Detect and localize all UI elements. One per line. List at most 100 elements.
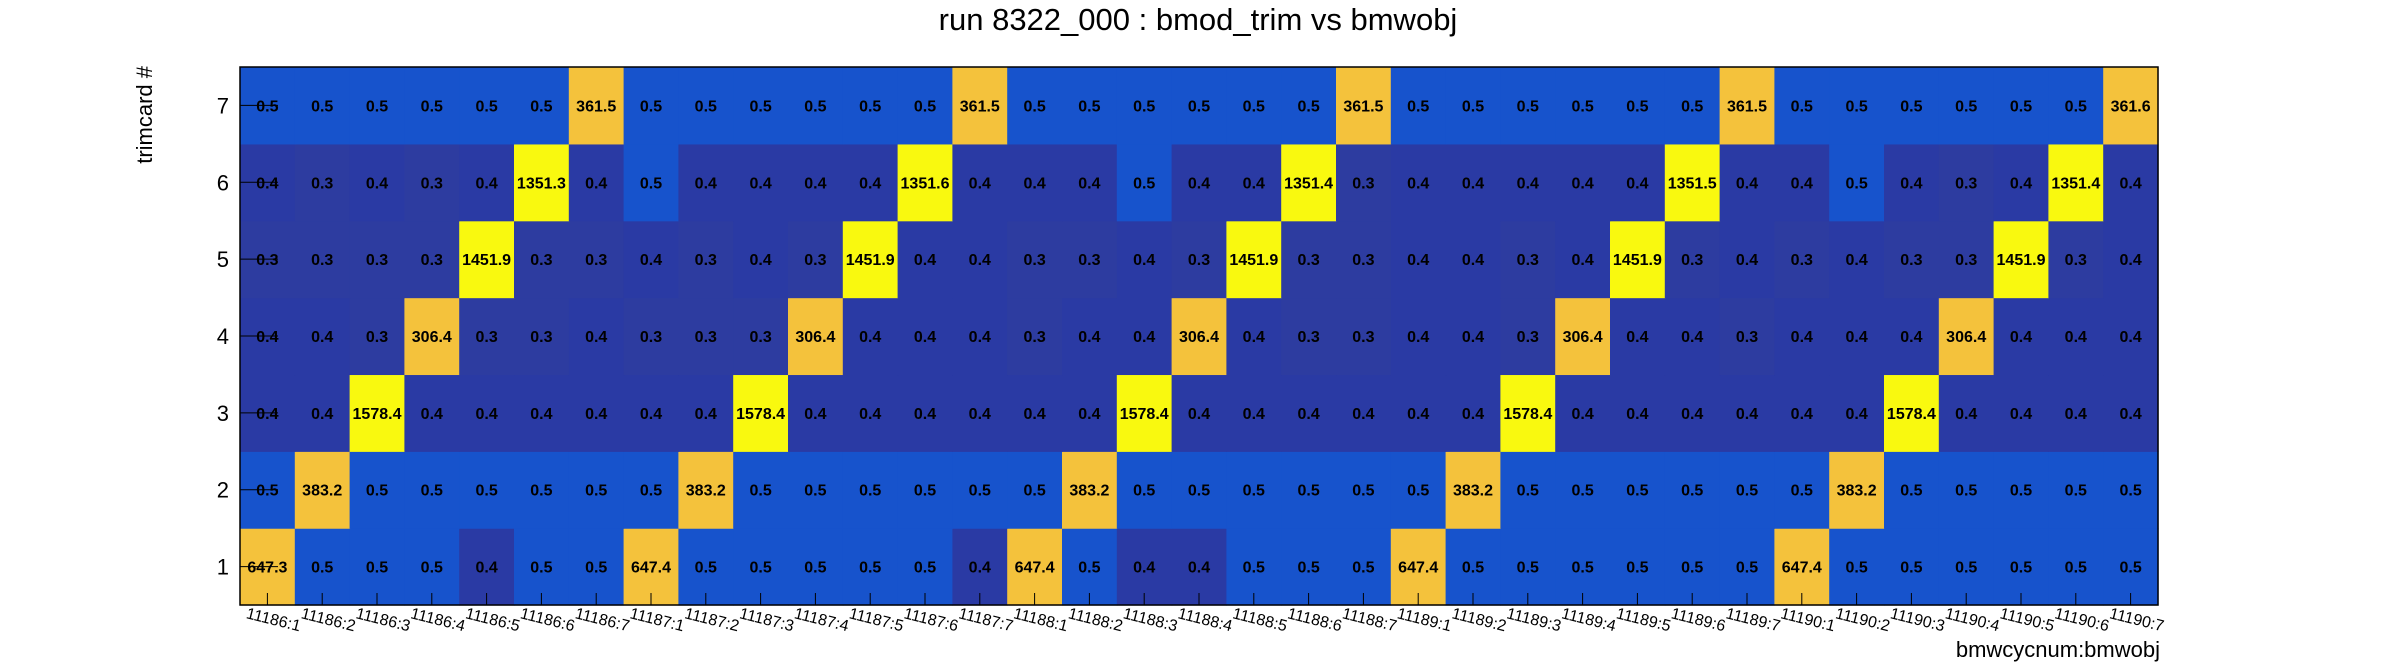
cell-value-label: 0.5: [311, 98, 333, 115]
cell-value-label: 383.2: [1069, 483, 1109, 500]
cell-value-label: 0.5: [311, 560, 333, 577]
cell-value-label: 0.4: [1188, 560, 1210, 577]
heatmap-cell: [514, 528, 570, 606]
cell-value-label: 0.4: [1626, 329, 1648, 346]
heatmap-cell: [842, 67, 899, 145]
heatmap-cell: [788, 374, 844, 452]
cell-value-label: 0.3: [421, 175, 443, 192]
cell-value-label: 0.4: [1243, 175, 1265, 192]
cell-value-label: 0.5: [695, 98, 717, 115]
cell-value-label: 361.5: [960, 98, 1000, 115]
cell-value-label: 0.3: [1955, 252, 1977, 269]
heatmap-cell: [1500, 297, 1556, 376]
cell-value-label: 647.3: [247, 560, 287, 577]
heatmap-cell: [1719, 67, 1775, 145]
chart-title: run 8322_000 : bmod_trim vs bmwobj: [939, 2, 1458, 37]
cell-value-label: 0.5: [1900, 560, 1922, 577]
cell-value-label: 1351.6: [901, 175, 950, 192]
cell-value-label: 1351.3: [517, 175, 566, 192]
heatmap-cell: [842, 451, 899, 529]
x-tick-label: 11190:4: [1943, 605, 2001, 635]
cell-value-label: 0.3: [1023, 329, 1045, 346]
heatmap-cell: [1062, 67, 1118, 145]
cell-value-label: 0.4: [695, 406, 717, 423]
cell-value-label: 0.4: [1681, 406, 1703, 423]
cell-value-label: 0.3: [256, 252, 278, 269]
heatmap-cell: [733, 374, 789, 452]
heatmap-cell: [1719, 374, 1775, 452]
heatmap-cell: [1062, 374, 1118, 452]
cell-value-label: 0.4: [1243, 406, 1265, 423]
cell-value-label: 0.5: [421, 483, 443, 500]
heatmap-cell: [1116, 67, 1173, 145]
heatmap-cell: [1829, 528, 1885, 606]
heatmap-cell: [404, 297, 460, 376]
cell-value-label: 0.5: [804, 560, 826, 577]
heatmap-cell: [733, 220, 789, 299]
heatmap-cell: [1938, 297, 1995, 376]
cell-value-label: 0.4: [1188, 406, 1210, 423]
heatmap-cell: [1610, 220, 1666, 299]
y-tick-label: 1: [217, 555, 229, 580]
cell-value-label: 1578.4: [1120, 406, 1169, 423]
heatmap-cell: [1116, 297, 1173, 376]
cell-value-label: 0.5: [1517, 560, 1539, 577]
heatmap-cell: [1829, 451, 1885, 529]
x-tick-label: 11189:4: [1560, 605, 1618, 635]
cell-value-label: 0.4: [1407, 406, 1429, 423]
cell-value-label: 0.5: [475, 98, 497, 115]
heatmap-cell: [1610, 67, 1666, 145]
heatmap-cell: [2103, 528, 2159, 606]
heatmap-cell: [459, 67, 515, 145]
cell-value-label: 0.3: [1297, 252, 1319, 269]
heatmap-cell: [459, 374, 515, 452]
cell-value-label: 0.3: [475, 329, 497, 346]
heatmap-cell: [1226, 297, 1282, 376]
cell-value-label: 0.5: [1352, 560, 1374, 577]
cell-value-label: 0.4: [1845, 252, 1867, 269]
heatmap-cell: [1007, 528, 1063, 606]
cell-value-label: 0.5: [1791, 483, 1813, 500]
heatmap-cell: [1993, 451, 2049, 529]
heatmap-cell: [1116, 374, 1173, 452]
cell-value-label: 0.5: [1681, 560, 1703, 577]
heatmap-cell: [623, 528, 679, 606]
cell-value-label: 361.5: [1727, 98, 1767, 115]
heatmap-cell: [1226, 67, 1282, 145]
cell-value-label: 0.4: [311, 329, 333, 346]
cell-value-label: 1451.9: [1613, 252, 1662, 269]
x-tick-label: 11189:5: [1614, 605, 1672, 635]
heatmap-cell: [1884, 220, 1940, 299]
cell-value-label: 0.3: [1352, 175, 1374, 192]
heatmap-cell: [349, 374, 405, 452]
heatmap-cell: [514, 297, 570, 376]
cell-value-label: 0.4: [749, 252, 771, 269]
x-tick-label: 11186:1: [244, 605, 302, 635]
heatmap-cell: [1555, 67, 1611, 145]
cell-value-label: 0.5: [859, 98, 881, 115]
heatmap-cell: [1336, 220, 1392, 299]
heatmap-cell: [1171, 451, 1227, 529]
cell-value-label: 0.4: [1352, 406, 1374, 423]
cell-value-label: 1451.9: [1229, 252, 1278, 269]
cell-value-label: 0.5: [1297, 560, 1319, 577]
cell-value-label: 0.4: [969, 560, 991, 577]
cell-value-label: 0.3: [1900, 252, 1922, 269]
cell-value-label: 0.4: [1791, 175, 1813, 192]
cell-value-label: 0.5: [1681, 98, 1703, 115]
cell-value-label: 0.3: [1517, 329, 1539, 346]
cell-value-label: 0.3: [695, 329, 717, 346]
y-axis-ticks: 1 2 3 4 5 6 7: [217, 93, 278, 580]
cell-value-label: 0.4: [1900, 175, 1922, 192]
cell-value-label: 0.4: [1845, 329, 1867, 346]
cell-value-label: 0.4: [859, 329, 881, 346]
heatmap-cell: [2103, 297, 2159, 376]
heatmap-cell: [952, 451, 1008, 529]
cell-value-label: 0.5: [1297, 483, 1319, 500]
heatmap-cell: [1281, 67, 1337, 145]
cell-value-label: 0.5: [2010, 560, 2032, 577]
heatmap-cell: [1007, 451, 1063, 529]
heatmap-cell: [1390, 67, 1447, 145]
cell-value-label: 0.3: [695, 252, 717, 269]
